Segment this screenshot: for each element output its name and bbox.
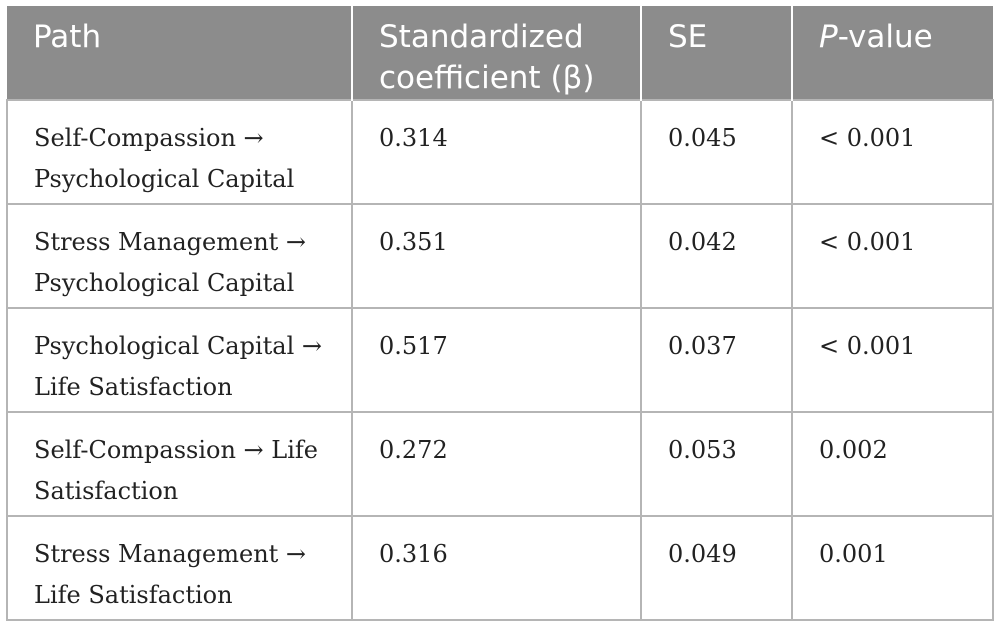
cell-se: 0.053 [640,411,793,517]
table-body: Self-Compassion → Psychological Capital … [6,99,994,621]
header-se: SE [641,6,793,100]
table-row: Stress Management → Life Satisfaction 0.… [6,515,994,621]
header-row: Path Standardized coefficient (β) SE P-v… [7,6,993,100]
header-standardized-coefficient: Standardized coefficient (β) [352,6,642,100]
cell-se: 0.037 [640,307,793,413]
cell-se: 0.045 [640,99,793,205]
cell-coefficient: 0.316 [351,515,642,621]
cell-coefficient: 0.351 [351,203,642,309]
table-header: Path Standardized coefficient (β) SE P-v… [7,6,993,100]
path-coefficients-table: Path Standardized coefficient (β) SE P-v… [6,6,994,621]
cell-p-value: 0.002 [791,411,994,517]
cell-p-value: 0.001 [791,515,994,621]
header-p-letter: P [819,19,838,55]
table-row: Self-Compassion → Life Satisfaction 0.27… [6,411,994,517]
cell-coefficient: 0.272 [351,411,642,517]
cell-path: Psychological Capital → Life Satisfactio… [6,307,353,413]
cell-se: 0.042 [640,203,793,309]
header-path: Path [7,6,353,100]
cell-p-value: < 0.001 [791,203,994,309]
cell-path: Self-Compassion → Psychological Capital [6,99,353,205]
header-p-suffix: -value [837,19,933,55]
table-row: Stress Management → Psychological Capita… [6,203,994,309]
cell-path: Self-Compassion → Life Satisfaction [6,411,353,517]
cell-p-value: < 0.001 [791,99,994,205]
cell-coefficient: 0.517 [351,307,642,413]
header-p-value: P-value [792,6,993,100]
results-table-container: Path Standardized coefficient (β) SE P-v… [6,6,994,621]
cell-coefficient: 0.314 [351,99,642,205]
cell-p-value: < 0.001 [791,307,994,413]
table-row: Psychological Capital → Life Satisfactio… [6,307,994,413]
table-row: Self-Compassion → Psychological Capital … [6,99,994,205]
cell-path: Stress Management → Life Satisfaction [6,515,353,621]
cell-path: Stress Management → Psychological Capita… [6,203,353,309]
cell-se: 0.049 [640,515,793,621]
